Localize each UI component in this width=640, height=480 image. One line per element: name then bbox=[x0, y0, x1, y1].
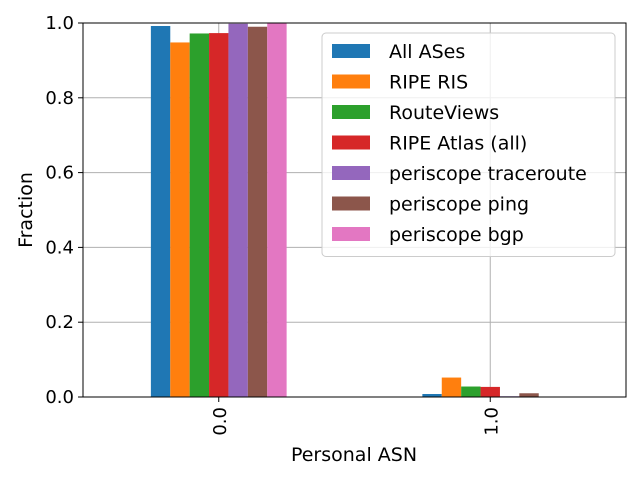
x-axis-ticks: 0.0 1.0 bbox=[210, 397, 502, 436]
legend-label: RIPE RIS bbox=[389, 72, 468, 94]
legend-label: periscope traceroute bbox=[389, 163, 587, 185]
plot-area-frame bbox=[82, 22, 627, 398]
legend-swatch bbox=[332, 227, 370, 241]
bar bbox=[461, 386, 481, 397]
bar bbox=[519, 393, 539, 397]
y-tick-label: 0.4 bbox=[45, 237, 74, 258]
bar bbox=[150, 25, 171, 397]
y-tick-label: 0.2 bbox=[45, 312, 74, 333]
bar bbox=[441, 377, 462, 397]
bar bbox=[189, 33, 210, 398]
bar bbox=[480, 386, 500, 397]
legend-swatch bbox=[332, 44, 370, 58]
legend-swatch bbox=[332, 166, 370, 180]
bar bbox=[267, 23, 287, 397]
legend-label: RouteViews bbox=[389, 102, 499, 124]
bar bbox=[247, 26, 268, 398]
legend-label: All ASes bbox=[389, 41, 465, 63]
y-axis-label: Fraction bbox=[15, 172, 37, 248]
legend-label: periscope ping bbox=[389, 194, 529, 216]
legend-swatch bbox=[332, 196, 370, 211]
legend-swatch bbox=[332, 135, 370, 150]
y-tick-label: 0.8 bbox=[45, 88, 74, 109]
legend-box bbox=[321, 32, 616, 257]
bar bbox=[170, 42, 190, 398]
x-tick-label: 1.0 bbox=[481, 407, 502, 436]
y-tick-label: 1.0 bbox=[45, 13, 74, 34]
x-tick-label: 0.0 bbox=[210, 407, 231, 436]
legend: All ASes RIPE RIS RouteViews RIPE Atlas (al… bbox=[321, 32, 616, 257]
legend-swatch bbox=[332, 74, 370, 89]
y-tick-label: 0.6 bbox=[45, 163, 74, 184]
legend-label: periscope bgp bbox=[389, 224, 524, 246]
legend-label: RIPE Atlas (all) bbox=[389, 133, 527, 155]
bar bbox=[209, 33, 229, 398]
y-axis-ticks: 0.0 0.2 0.4 0.6 0.8 1.0 bbox=[45, 13, 83, 408]
legend-swatch bbox=[332, 105, 370, 119]
bar bbox=[422, 394, 442, 397]
y-tick-label: 0.0 bbox=[45, 387, 74, 408]
bars bbox=[150, 23, 539, 398]
bar bbox=[228, 23, 248, 398]
x-axis-label: Personal ASN bbox=[291, 444, 417, 466]
